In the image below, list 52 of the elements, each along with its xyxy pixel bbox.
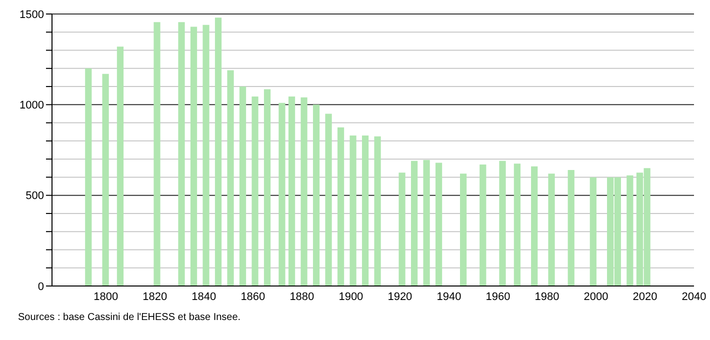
- y-tick-label: 1000: [20, 100, 44, 112]
- x-tick-label: 1940: [436, 290, 462, 303]
- bar: [626, 175, 634, 286]
- bar: [460, 174, 467, 286]
- source-note: Sources : base Cassini de l'EHESS et base Insee.: [18, 312, 242, 323]
- bar: [362, 135, 369, 286]
- bar: [374, 136, 381, 286]
- x-tick-label: 1840: [192, 290, 216, 303]
- x-tick-label: 1900: [338, 290, 364, 303]
- bar: [514, 164, 521, 286]
- bar: [423, 160, 430, 286]
- bar: [325, 114, 332, 286]
- bar: [531, 166, 538, 286]
- bar: [102, 74, 109, 286]
- x-tick-label: 2020: [632, 290, 658, 303]
- x-tick-label: 2000: [584, 290, 608, 303]
- x-tick-label: 1980: [534, 290, 560, 303]
- x-tick-label: 1800: [94, 290, 118, 303]
- bar: [154, 22, 160, 286]
- bar: [214, 18, 222, 286]
- bar: [264, 89, 271, 286]
- x-tick-label: 1880: [290, 290, 314, 303]
- bar: [239, 86, 246, 286]
- bar: [568, 170, 574, 286]
- bar: [480, 164, 486, 286]
- bar: [350, 135, 356, 286]
- x-tick-label: 2040: [682, 290, 706, 303]
- x-tick-label: 1860: [240, 290, 266, 303]
- bar: [410, 160, 418, 286]
- bar: [278, 102, 286, 286]
- bar: [227, 70, 234, 286]
- y-tick-label: 500: [26, 190, 44, 202]
- bar: [548, 174, 555, 286]
- bar: [435, 162, 442, 286]
- bar: [590, 177, 596, 286]
- y-tick-label: 1500: [20, 8, 44, 21]
- y-tick-label: 0: [38, 280, 44, 293]
- x-tick-label: 1820: [142, 290, 168, 303]
- x-tick-label: 1920: [388, 290, 412, 303]
- bar: [252, 96, 258, 286]
- x-tick-label: 1960: [486, 290, 510, 303]
- bar: [312, 104, 320, 286]
- bar: [190, 26, 198, 286]
- bar: [300, 97, 308, 286]
- bar: [116, 46, 124, 286]
- bar: [85, 68, 92, 286]
- bar: [398, 172, 406, 286]
- bar: [337, 127, 344, 286]
- bar: [202, 24, 210, 286]
- bar: [178, 22, 185, 286]
- bar: [499, 160, 506, 286]
- bar: [288, 96, 296, 286]
